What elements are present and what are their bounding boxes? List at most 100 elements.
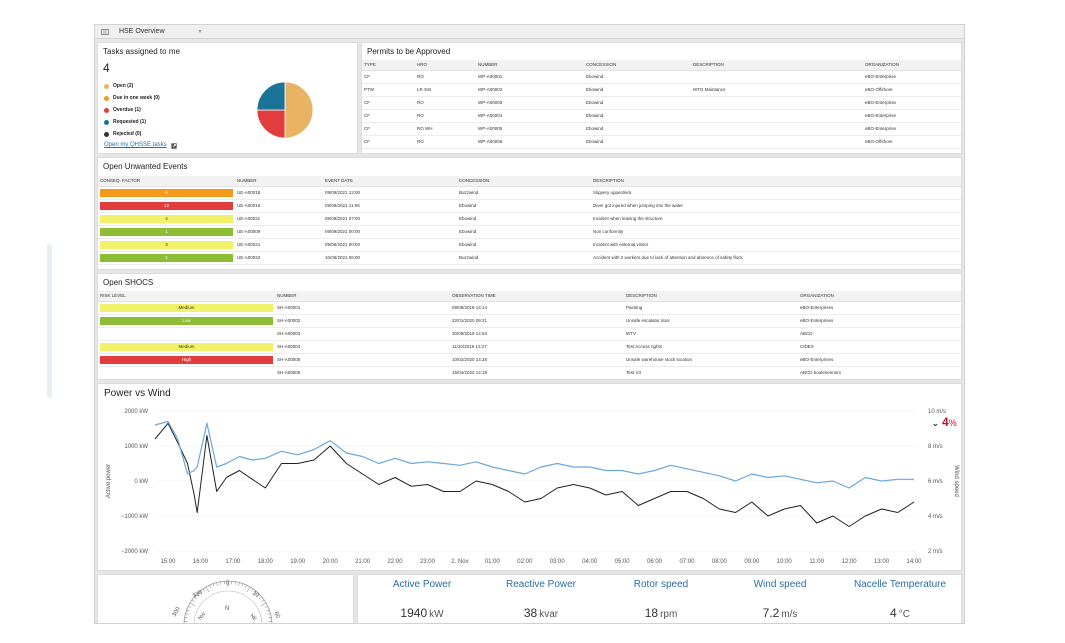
tasks-legend-item[interactable]: Open (2) bbox=[104, 83, 133, 89]
compass-label-nw: NW bbox=[197, 611, 207, 621]
x-tick-label: 01:00 bbox=[485, 559, 501, 565]
table-cell: SH-A00004 bbox=[275, 340, 450, 354]
table-cell: 6 bbox=[98, 186, 235, 200]
table-cell: RO WH bbox=[415, 122, 476, 136]
kpi-unit: m/s bbox=[781, 609, 798, 620]
table-cell: Ebowind bbox=[584, 96, 691, 110]
kpi-value: 7.2 m/s bbox=[763, 606, 798, 620]
column-header[interactable]: CONCESSION bbox=[457, 176, 591, 187]
column-header[interactable]: DESCRIPTION bbox=[691, 60, 863, 71]
table-cell: Test Access rights bbox=[624, 340, 798, 354]
table-cell: Test V3 bbox=[624, 366, 798, 379]
status-badge: 12 bbox=[100, 201, 233, 210]
column-header[interactable]: ORGANIZATION bbox=[863, 60, 961, 71]
column-header[interactable]: OBSERVATION TIME bbox=[450, 291, 624, 302]
x-tick-label: 15:00 bbox=[160, 559, 176, 565]
table-cell: CF bbox=[362, 135, 415, 149]
table-cell: eBO-Enterprise bbox=[863, 109, 961, 123]
power-wind-chart[interactable]: 2000 kW 1000 kW 0 kW −1000 kW −2000 kW 10 m/s… bbox=[98, 384, 961, 570]
column-header[interactable]: NUMBER bbox=[275, 291, 450, 302]
table-cell: SH-A00003 bbox=[275, 327, 450, 341]
external-link-icon[interactable] bbox=[171, 143, 177, 149]
column-header[interactable]: HRO bbox=[415, 60, 476, 71]
table-row[interactable]: CF RO WH WP-A00005 Ebowind eBO-Enterprise bbox=[362, 122, 961, 136]
compass-panel: 0 30 60 300 330 N NW NE bbox=[97, 574, 354, 623]
table-cell: 4 bbox=[98, 212, 235, 226]
column-header[interactable]: TYPE bbox=[362, 60, 415, 71]
chevron-down-icon[interactable]: ⌄ bbox=[932, 419, 939, 428]
pie-slice-overdue[interactable] bbox=[256, 109, 286, 139]
column-header[interactable]: DESCRIPTION bbox=[591, 176, 961, 187]
shocs-table: RISK LEVEL NUMBER OBSERVATION TIME DESCRIPT… bbox=[98, 291, 961, 379]
kpi-unit: kvar bbox=[539, 609, 559, 620]
tasks-legend-item[interactable]: Overdue (1) bbox=[104, 107, 141, 113]
table-cell: Ebowind bbox=[584, 135, 691, 149]
shocs-panel: Open SHOCS RISK LEVEL NUMBER OBSERVATION T… bbox=[97, 273, 962, 380]
table-cell: CF bbox=[362, 96, 415, 110]
table-row[interactable]: 3 UE-A00021 09/08/2021 00:00 Ebowind Inciden… bbox=[98, 238, 961, 252]
events-panel: Open Unwanted Events CONSEQ. FACTOR NUMBE… bbox=[97, 157, 962, 270]
events-title: Open Unwanted Events bbox=[103, 162, 188, 171]
table-row[interactable]: CF RO WP-A00006 Ebowind eBO-Offshore bbox=[362, 135, 961, 149]
table-row[interactable]: High SH-A00005 10/02/2020 14:28 Unsafe ware… bbox=[98, 353, 961, 367]
table-row[interactable]: Medium SH-A00001 08/08/2018 14:14 Painting e… bbox=[98, 301, 961, 315]
table-row[interactable]: 1 UE-A00022 10/06/2021 06:00 Buzzwind Accide… bbox=[98, 251, 961, 265]
column-header[interactable]: DESCRIPTION bbox=[624, 291, 798, 302]
table-row[interactable]: SH-A00006 15/04/2020 14:19 Test V3 ABCD boo… bbox=[98, 366, 961, 379]
table-row[interactable]: Medium SH-A00004 11/10/2019 13:27 Test Acce… bbox=[98, 340, 961, 354]
table-cell: Ebowind bbox=[584, 109, 691, 123]
legend-dot bbox=[104, 83, 109, 89]
active-power-series[interactable] bbox=[154, 422, 915, 527]
y2-tick-label: 6 m/s bbox=[928, 479, 943, 485]
table-row[interactable]: CF RO WP-A00003 Ebowind eBO-Enterprise bbox=[362, 96, 961, 110]
kpi-unit: kW bbox=[429, 609, 444, 620]
left-scrollbar[interactable] bbox=[47, 244, 52, 398]
x-tick-label: 12:00 bbox=[842, 559, 858, 565]
y2-tick-label: 4 m/s bbox=[928, 514, 943, 520]
column-header[interactable]: CONSEQ. FACTOR bbox=[98, 176, 235, 187]
table-cell: CF bbox=[362, 122, 415, 136]
tasks-pie-chart[interactable] bbox=[255, 80, 315, 140]
column-header[interactable]: NUMBER bbox=[476, 60, 584, 71]
table-row[interactable]: SH-A00003 30/09/2019 14:53 WTV ABCD bbox=[98, 327, 961, 341]
kpi-value: 38 kvar bbox=[524, 606, 558, 620]
pie-slice-requested[interactable] bbox=[256, 81, 286, 111]
kpi-label: Active Power bbox=[392, 579, 452, 590]
table-row[interactable]: 12 UE-A00016 09/09/2021 11:06 Ebowind Diver … bbox=[98, 199, 961, 213]
table-cell: 10/02/2020 14:28 bbox=[450, 353, 624, 367]
table-row[interactable]: CF RO WP-A00001 Ebowind eBO-Enterprise bbox=[362, 70, 961, 84]
column-header[interactable]: ORGANIZATION bbox=[798, 291, 961, 302]
tasks-legend-item[interactable]: Requested (1) bbox=[104, 119, 146, 125]
table-row[interactable]: CF RO WP-A00004 Ebowind eBO-Enterprise bbox=[362, 109, 961, 123]
pie-slice-open[interactable] bbox=[284, 81, 314, 139]
column-header[interactable]: CONCESSION bbox=[584, 60, 691, 71]
legend-dot bbox=[104, 131, 109, 137]
table-row[interactable]: 4 UE-A0002x 09/09/2021 07:00 Ebowind Inciden… bbox=[98, 212, 961, 226]
open-tasks-link[interactable]: Open my QHSSE tasks bbox=[104, 142, 167, 148]
status-badge: 3 bbox=[100, 240, 233, 249]
wind-speed-series[interactable] bbox=[154, 420, 914, 489]
tasks-legend-item[interactable]: Rejected (0) bbox=[104, 131, 141, 137]
table-cell: ABCD bbox=[798, 327, 961, 341]
kpi-number: 18 bbox=[644, 606, 659, 620]
legend-dot bbox=[104, 95, 109, 101]
status-badge: Medium bbox=[100, 303, 273, 312]
x-tick-label: 02:00 bbox=[517, 559, 533, 565]
table-row[interactable]: Low SH-A00002 22/01/2020 09:21 Unsafe escal… bbox=[98, 314, 961, 328]
x-tick-label: 06:00 bbox=[647, 559, 663, 565]
x-tick-label: 10:00 bbox=[777, 559, 793, 565]
table-row[interactable]: 6 UE-A00018 09/09/2021 12:00 Buzzwind Slippe… bbox=[98, 186, 961, 200]
column-header[interactable]: NUMBER bbox=[235, 176, 323, 187]
table-row[interactable]: PTW LR SSI WP-A00002 Ebowind WTG Maintance eB… bbox=[362, 83, 961, 97]
status-badge: 1 bbox=[100, 227, 233, 236]
chevron-down-icon[interactable]: ▾ bbox=[198, 29, 202, 35]
y-tick-label: 2000 kW bbox=[124, 409, 148, 415]
table-row[interactable]: 1 UE-A00009 09/09/2021 00:00 Ebowind Non con… bbox=[98, 225, 961, 239]
column-header[interactable]: EVENT DATE bbox=[323, 176, 457, 187]
x-tick-label: 21:00 bbox=[355, 559, 371, 565]
table-cell: CF bbox=[362, 109, 415, 123]
tasks-legend-item[interactable]: Due in one week (0) bbox=[104, 95, 160, 101]
table-cell: ABCD bookmenners bbox=[798, 366, 961, 379]
column-header[interactable]: RISK LEVEL bbox=[98, 291, 275, 302]
legend-label: Open (2) bbox=[113, 83, 134, 89]
